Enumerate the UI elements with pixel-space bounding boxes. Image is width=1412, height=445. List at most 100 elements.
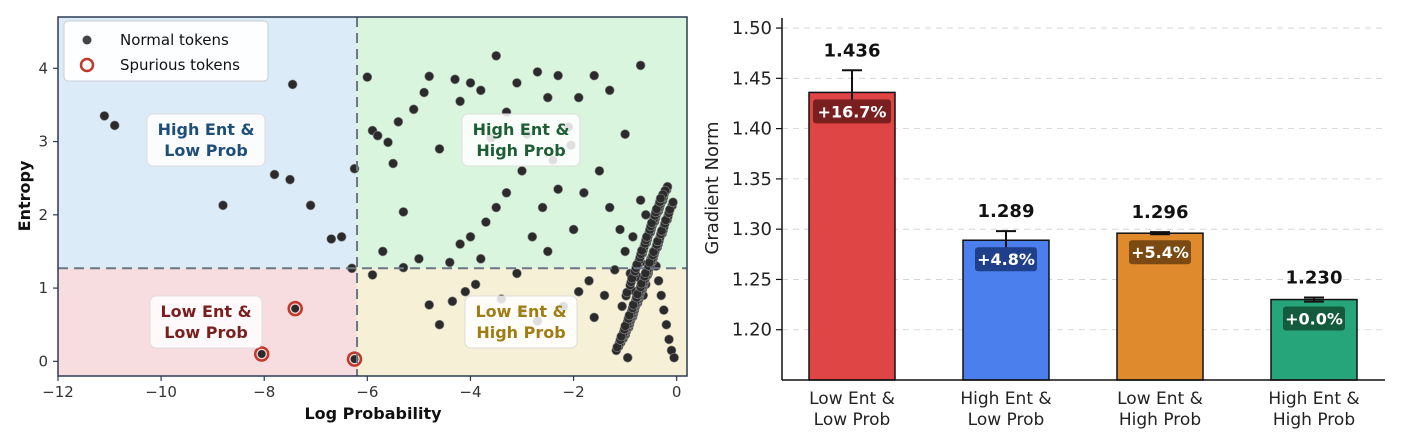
- scatter-x-ticks: −12 −10 −8 −6 −4 −2 0: [42, 376, 681, 401]
- normal-token-point: [285, 174, 295, 185]
- normal-token-point: [594, 166, 605, 176]
- normal-token-point: [491, 202, 502, 213]
- normal-token-point: [589, 312, 600, 323]
- normal-token-point: [573, 92, 584, 103]
- bar-y-ticks: 1.20 1.25 1.30 1.35 1.40 1.45 1.50: [732, 18, 782, 341]
- spurious-token-point: [257, 350, 266, 358]
- region-label-line1: High Ent &: [158, 120, 255, 139]
- normal-token-point: [305, 200, 316, 211]
- normal-token-point: [532, 67, 543, 77]
- bar-y-tick-label: 1.30: [732, 219, 772, 240]
- normal-token-point: [568, 224, 579, 235]
- normal-token-point: [501, 188, 512, 198]
- normal-token-point: [465, 232, 476, 242]
- bar-category-label-line1: High Ent &: [960, 389, 1051, 409]
- bar-y-tick-label: 1.20: [732, 320, 772, 341]
- normal-token-point: [465, 78, 476, 88]
- normal-token-point: [434, 319, 445, 330]
- bar-y-tick-label: 1.50: [732, 18, 772, 39]
- normal-token-point: [579, 188, 589, 198]
- pct-badge: [813, 99, 891, 124]
- region-label-box: [149, 295, 263, 349]
- normal-token-point: [475, 85, 486, 96]
- normal-token-point: [424, 71, 435, 82]
- normal-token-point: [656, 290, 667, 301]
- normal-token-point: [517, 166, 527, 176]
- legend-spurious-label: Spurious tokens: [120, 56, 240, 74]
- y-tick-label: 3: [38, 133, 48, 151]
- normal-token-point: [542, 246, 553, 257]
- normal-token-point: [527, 232, 538, 242]
- region-label-line2: Low Prob: [164, 323, 248, 342]
- normal-token-point: [584, 275, 594, 286]
- scatter-y-ticks: 0 1 2 3 4: [38, 59, 58, 370]
- normal-token-point: [668, 197, 678, 208]
- normal-token-point: [553, 184, 563, 194]
- region-labels: High Ent & Low Prob High Ent & High Prob Low…: [146, 113, 581, 349]
- normal-token-point: [109, 120, 120, 131]
- bar-category-label-line1: High Ent &: [1268, 389, 1359, 409]
- legend-normal-marker: [82, 35, 92, 45]
- bar-value-label: 1.230: [1286, 268, 1343, 289]
- bar-category-label-line1: Low Ent &: [809, 389, 895, 409]
- normal-token-point: [653, 275, 664, 286]
- bar-value-label: 1.296: [1132, 202, 1189, 223]
- region-label-box: [146, 113, 266, 167]
- spurious-token-ring: [253, 346, 270, 362]
- y-tick-label: 1: [38, 279, 48, 297]
- pct-badge-label: +5.4%: [1131, 243, 1189, 262]
- normal-token-point: [635, 60, 646, 71]
- spurious-token-point: [291, 304, 300, 313]
- normal-token-point: [444, 257, 455, 268]
- normal-token-point: [326, 234, 337, 244]
- bar-y-tick-label: 1.25: [732, 269, 772, 290]
- pct-badge-label: +0.0%: [1285, 310, 1343, 329]
- bar-category-label-line1: Low Ent &: [1117, 389, 1203, 409]
- normal-token-point: [450, 74, 460, 85]
- normal-token-point: [628, 232, 638, 242]
- x-tick-label: −4: [459, 383, 481, 401]
- normal-token-point: [669, 352, 679, 363]
- region-label-line1: High Ent &: [473, 120, 570, 139]
- bar-category-label-line2: High Prob: [1119, 410, 1201, 430]
- normal-token-point: [617, 301, 627, 312]
- pct-badge: [975, 247, 1037, 272]
- region-label-box: [461, 113, 581, 167]
- bar-y-axis-label: Gradient Norm: [702, 121, 723, 254]
- region-label-line2: High Prob: [476, 323, 565, 342]
- normal-token-point: [604, 202, 615, 213]
- normal-token-point: [408, 104, 419, 115]
- region-label-line1: Low Ent &: [160, 302, 251, 321]
- bar-value-label: 1.289: [978, 201, 1035, 222]
- x-tick-label: −2: [563, 383, 585, 401]
- normal-token-point: [661, 319, 672, 330]
- normal-token-point: [269, 169, 280, 180]
- normal-token-point: [398, 207, 409, 217]
- pct-badge: [1283, 306, 1345, 331]
- x-tick-label: −12: [42, 383, 74, 401]
- normal-token-point: [377, 246, 388, 257]
- x-tick-label: 0: [672, 383, 682, 401]
- normal-token-point: [383, 137, 393, 148]
- normal-token-point: [620, 129, 630, 139]
- bar-category-label-line2: Low Prob: [814, 410, 891, 430]
- spurious-token-ring: [287, 300, 303, 317]
- region-label-line2: High Prob: [476, 141, 565, 160]
- pct-badge-label: +16.7%: [818, 102, 887, 121]
- normal-token-point: [481, 217, 491, 227]
- y-tick-label: 2: [38, 206, 48, 224]
- normal-token-point: [609, 264, 620, 275]
- normal-token-point: [542, 92, 553, 103]
- normal-token-point: [388, 158, 398, 169]
- normal-token-point: [470, 279, 481, 290]
- normal-token-point: [512, 268, 522, 279]
- x-tick-label: −10: [145, 383, 177, 401]
- pct-badge-label: +4.8%: [977, 250, 1035, 269]
- normal-token-point: [640, 210, 651, 220]
- normal-token-point: [372, 130, 383, 141]
- bar-category-label-line2: Low Prob: [968, 410, 1045, 430]
- normal-token-point: [512, 78, 522, 88]
- normal-token-point: [455, 96, 465, 107]
